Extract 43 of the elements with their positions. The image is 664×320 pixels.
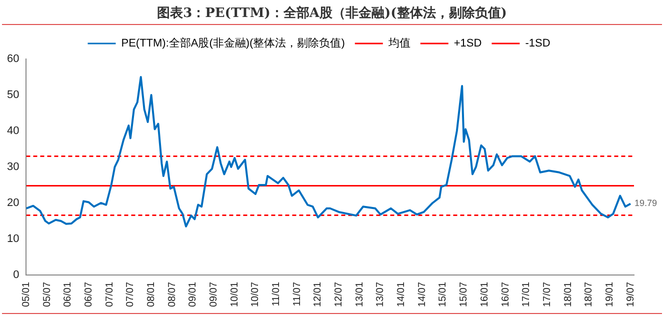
x-tick-label: 12/01 [312,282,324,308]
x-tick-label: 14/01 [396,282,408,308]
x-tick-label: 06/07 [84,282,94,308]
x-tick-label: 14/07 [416,282,428,308]
y-tick-label: 0 [13,269,20,282]
x-tick-label: 09/01 [188,282,199,308]
x-tick-label: 16/01 [479,282,490,308]
x-tick-label: 13/01 [354,282,366,308]
y-tick-label: 40 [6,125,20,138]
x-tick-label: 12/07 [334,282,345,308]
y-tick-label: 20 [6,197,20,210]
x-tick-label: 15/07 [458,282,470,308]
x-tick-label: 07/01 [104,282,116,308]
x-tick-label: 17/07 [542,282,553,308]
legend-label: PE(TTM):全部A股(非金融)(整体法，剔除负值) [121,36,345,50]
y-tick-label: 50 [6,89,20,102]
x-tick-label: 10/01 [229,282,240,308]
x-tick-label: 07/07 [125,282,136,308]
legend-label: 均值 [387,38,410,50]
y-tick-label: 60 [6,53,20,66]
y-tick-label: 30 [6,161,20,174]
x-tick-label: 19/01 [604,282,616,308]
x-tick-label: 08/01 [146,282,158,308]
legend-label: +1SD [454,38,482,50]
y-tick-label: 10 [6,233,20,246]
x-tick-label: 13/07 [375,282,386,308]
chart-title: 图表3：PE(TTM)：全部A股（非金融)(整体法，剔除负值) [156,4,508,22]
x-tick-label: 18/07 [584,282,595,308]
x-tick-label: 19/07 [625,282,636,308]
x-tick-label: 09/07 [208,282,220,308]
x-tick-label: 11/01 [271,282,282,306]
x-tick-label: 18/01 [562,282,574,308]
x-tick-label: 11/07 [292,282,303,306]
x-tick-label: 08/07 [166,282,178,308]
x-tick-label: 05/01 [20,282,32,308]
x-tick-label: 17/01 [521,282,532,308]
legend-label: -1SD [525,38,550,50]
x-tick-label: 15/01 [438,282,449,308]
x-tick-label: 10/07 [250,282,262,308]
x-tick-label: 05/07 [42,282,53,308]
x-tick-label: 06/01 [62,282,74,308]
data-label: 19.79 [634,198,658,208]
x-tick-label: 16/07 [500,282,512,308]
